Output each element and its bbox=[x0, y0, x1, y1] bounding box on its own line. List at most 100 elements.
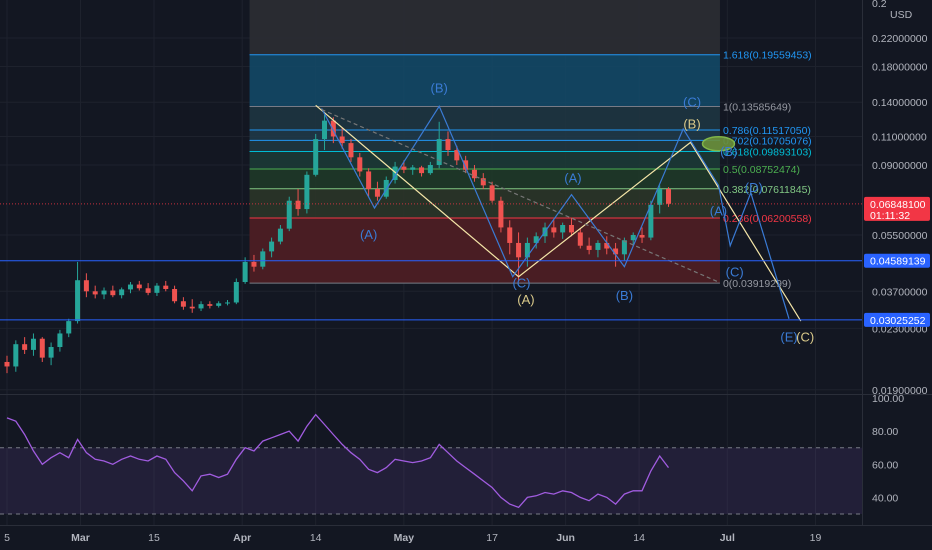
candle-body bbox=[39, 338, 45, 358]
target-zone-ellipse[interactable] bbox=[701, 136, 736, 152]
candle-body bbox=[348, 143, 354, 158]
price-tag-box bbox=[864, 253, 930, 268]
time-axis[interactable]: 5 Mar 15 Apr 14 May 17 Jun 14 Jul 19 bbox=[0, 525, 932, 545]
price-axis-label: 0.03700000 bbox=[872, 286, 928, 298]
candle-body bbox=[401, 166, 407, 170]
price-axis-label: 0.22000000 bbox=[872, 33, 928, 45]
candle-body bbox=[445, 139, 451, 151]
wave-path-decline-trend[interactable] bbox=[321, 108, 719, 283]
candle-body bbox=[666, 189, 671, 204]
candle-body bbox=[136, 284, 142, 289]
time-axis-label: 14 bbox=[310, 532, 322, 544]
candle-body bbox=[145, 288, 151, 293]
candle-body bbox=[163, 285, 169, 290]
candle-body bbox=[463, 160, 469, 170]
time-axis-label: Mar bbox=[71, 532, 90, 544]
candle-body bbox=[595, 242, 601, 250]
fib-zone-0.702 bbox=[249, 140, 720, 152]
candle-body bbox=[560, 225, 566, 233]
candle-body bbox=[392, 166, 398, 180]
candle-body bbox=[489, 185, 495, 201]
candle-body bbox=[454, 150, 460, 161]
axis-top-tick: 0.2 bbox=[872, 0, 887, 10]
wave-label: (C) bbox=[512, 276, 530, 291]
price-tag-countdown: 01:11:32 bbox=[870, 210, 910, 222]
candle-body bbox=[154, 285, 160, 293]
candle-body bbox=[225, 302, 230, 304]
candle-body bbox=[604, 242, 610, 249]
candle-body bbox=[119, 289, 125, 296]
candle-body bbox=[427, 165, 433, 174]
candle-body bbox=[471, 169, 477, 179]
candle-body bbox=[277, 228, 283, 242]
candle-body bbox=[419, 167, 425, 174]
price-axis[interactable]: 0.2 USD 0.22000000 0.18000000 0.14000000 0.… bbox=[862, 0, 928, 525]
time-axis-label: May bbox=[394, 532, 415, 544]
wave-label: (A) bbox=[710, 204, 727, 219]
price-tag-label: 0.03025252 bbox=[870, 315, 926, 327]
rsi-line bbox=[6, 413, 670, 509]
candle-body bbox=[233, 282, 239, 303]
fib-level-label-0.236: 0.236(0.06200558) bbox=[723, 213, 812, 225]
candle-body bbox=[172, 289, 178, 302]
candlestick-series bbox=[4, 114, 671, 374]
time-axis-label: 15 bbox=[148, 532, 160, 544]
wave-label: (A) bbox=[360, 227, 377, 242]
wave-label: (C) bbox=[796, 329, 814, 344]
candle-body bbox=[330, 120, 336, 137]
time-axis-label: 17 bbox=[486, 532, 498, 544]
candle-body bbox=[57, 333, 63, 348]
candle-body bbox=[295, 200, 301, 210]
wave-path-blue-correction[interactable] bbox=[321, 105, 790, 319]
elliott-wave-drawings[interactable]: (B)(A)(C)(B)(A)(C)(A) (B)(B)(D)(A)(C)(E)(… bbox=[315, 80, 815, 344]
candle-body bbox=[22, 344, 28, 350]
wave-label: (B) bbox=[720, 144, 737, 159]
price-axis-label: 0.18000000 bbox=[872, 62, 928, 74]
candle-body bbox=[410, 167, 416, 170]
fib-level-label-0.382: 0.382(0.07611845) bbox=[723, 184, 811, 196]
candle-body bbox=[630, 234, 636, 241]
wave-path-main-zigzag[interactable] bbox=[315, 104, 802, 322]
candle-body bbox=[436, 139, 442, 166]
time-axis-label: 19 bbox=[810, 532, 822, 544]
fibonacci-retracement[interactable]: 1.618(0.19559453) 1(0.13585649) 0.786(0.11… bbox=[249, 0, 812, 290]
candle-body bbox=[189, 306, 195, 309]
wave-label: (A) bbox=[564, 171, 581, 186]
candle-body bbox=[198, 304, 204, 309]
candle-body bbox=[304, 174, 310, 210]
price-tag-label: 0.06848100 bbox=[870, 199, 926, 211]
time-axis-label: Apr bbox=[233, 532, 251, 544]
rsi-axis-label: 40.00 bbox=[872, 492, 898, 504]
fib-zone-top bbox=[249, 0, 720, 55]
candle-body bbox=[516, 242, 522, 258]
candle-body bbox=[648, 204, 654, 238]
candle-body bbox=[374, 189, 380, 197]
fib-zone-1 bbox=[249, 106, 720, 130]
price-tag-box bbox=[864, 196, 930, 221]
candle-body bbox=[4, 361, 10, 367]
price-tag-label: 0.04589139 bbox=[870, 256, 926, 268]
candle-body bbox=[13, 344, 19, 367]
candle-body bbox=[83, 280, 89, 292]
fib-level-label-1: 1(0.13585649) bbox=[723, 101, 791, 113]
candle-body bbox=[66, 321, 72, 334]
candle-body bbox=[498, 200, 504, 228]
fib-level-label-1.618: 1.618(0.19559453) bbox=[723, 50, 812, 62]
currency-label: USD bbox=[890, 9, 913, 21]
candle-body bbox=[269, 241, 275, 252]
horizontal-price-lines[interactable] bbox=[0, 203, 862, 321]
wave-label: (C) bbox=[726, 265, 744, 280]
fib-zone-0.786 bbox=[249, 129, 720, 141]
price-axis-label: 0.14000000 bbox=[872, 97, 928, 109]
fib-level-label-0.618: 0.618(0.09893103) bbox=[723, 147, 812, 159]
candle-body bbox=[242, 261, 248, 283]
fib-zone-1.618 bbox=[249, 54, 720, 107]
candle-body bbox=[339, 136, 345, 144]
candle-body bbox=[322, 120, 328, 140]
fib-level-label-0.5: 0.5(0.08752474) bbox=[723, 164, 800, 176]
rsi-axis-label: 60.00 bbox=[872, 459, 898, 471]
candle-body bbox=[357, 157, 363, 172]
candle-body bbox=[313, 139, 319, 175]
candle-body bbox=[260, 251, 266, 267]
